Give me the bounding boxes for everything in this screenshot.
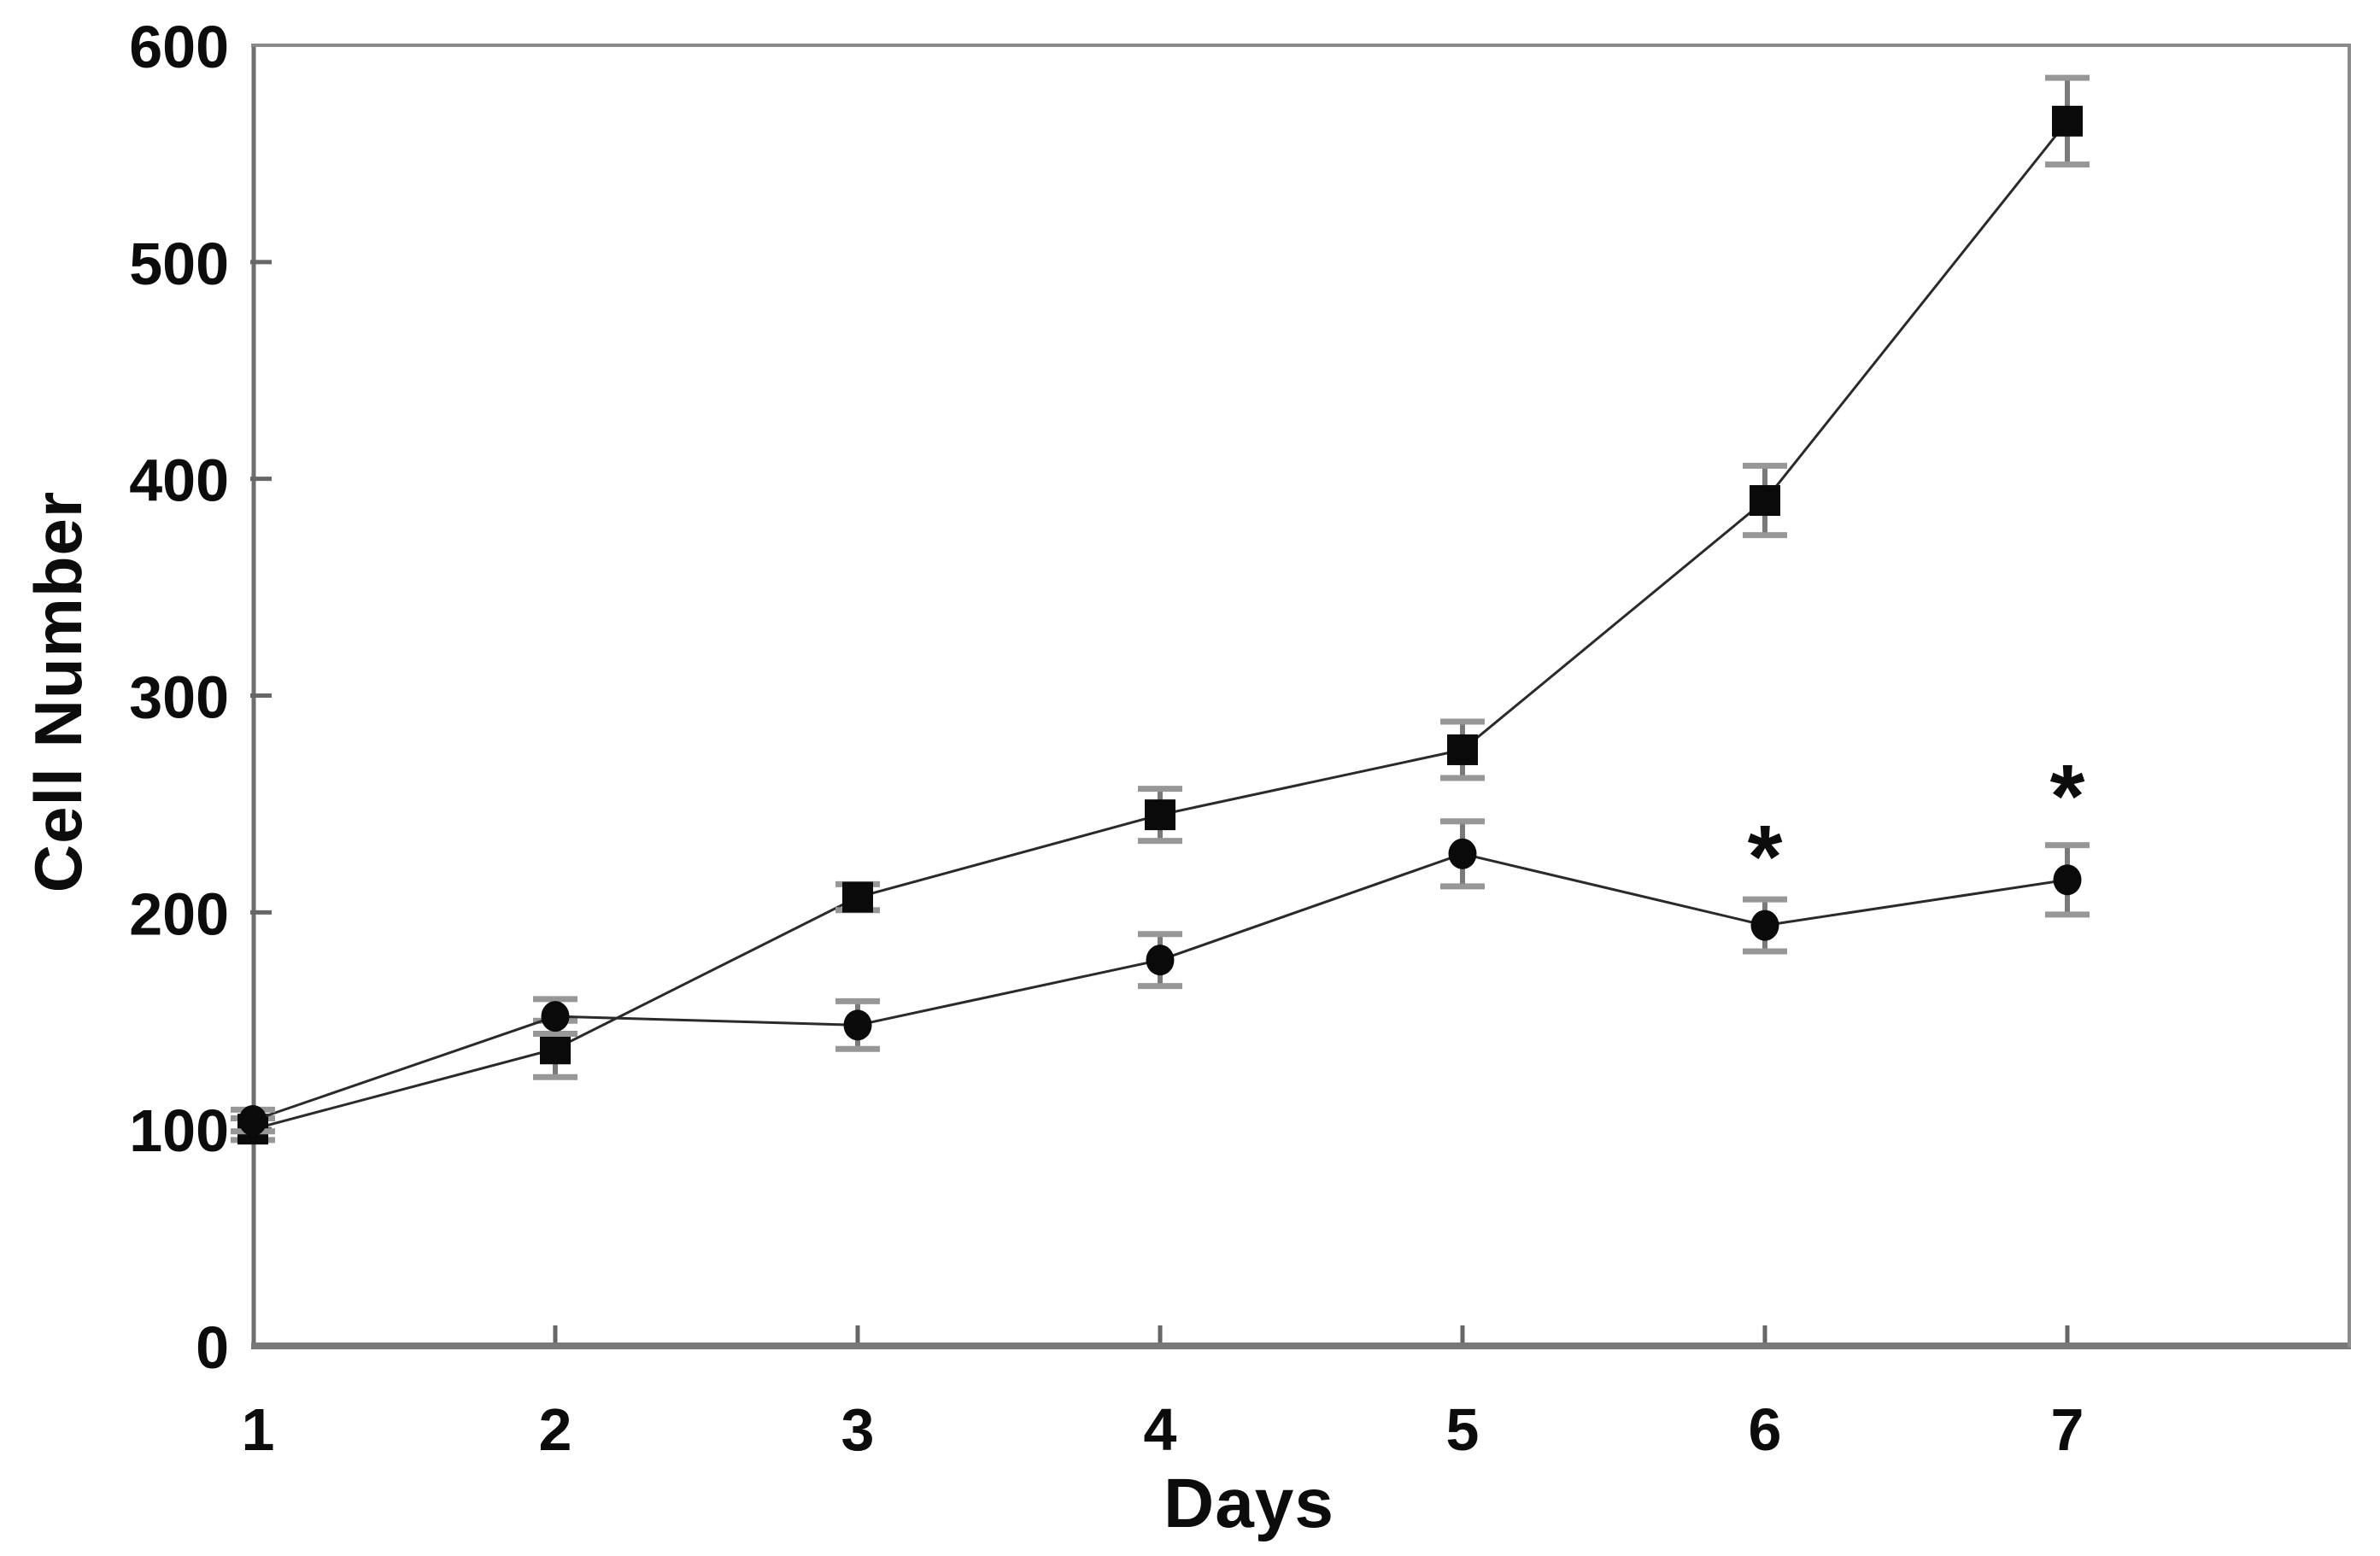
square-marker-day5 bbox=[1447, 734, 1478, 765]
square-marker-day2 bbox=[540, 1033, 571, 1065]
plot-frame bbox=[251, 44, 2351, 1349]
square-marker-day4 bbox=[1145, 799, 1175, 831]
y-tick-label-100: 100 bbox=[129, 1097, 229, 1164]
x-tick-label-3: 3 bbox=[841, 1396, 875, 1463]
x-tick-label-1: 1 bbox=[242, 1396, 275, 1463]
x-tick-label-4: 4 bbox=[1144, 1396, 1177, 1463]
x-tick-label-6: 6 bbox=[1749, 1396, 1782, 1463]
y-tick-label-0: 0 bbox=[196, 1314, 229, 1381]
x-axis-title: Days bbox=[1164, 1465, 1334, 1542]
circle-marker-day4 bbox=[1146, 945, 1175, 976]
circle-marker-day2 bbox=[541, 1001, 570, 1032]
y-tick-label-600: 600 bbox=[129, 14, 229, 80]
circle-marker-day3 bbox=[843, 1009, 872, 1041]
circle-marker-day5 bbox=[1448, 838, 1477, 869]
y-tick-label-400: 400 bbox=[129, 447, 229, 514]
circle-marker-day7 bbox=[2053, 864, 2082, 896]
square-marker-day6 bbox=[1750, 485, 1780, 517]
significance-asterisk-1: * bbox=[1748, 807, 1783, 907]
chart-content: 0 100 200 300 400 500 600 1 2 3 4 5 6 7 * * bbox=[129, 14, 2090, 1463]
x-tick-label-2: 2 bbox=[539, 1396, 572, 1463]
y-tick-label-300: 300 bbox=[129, 664, 229, 731]
y-axis-title: Cell Number bbox=[21, 491, 96, 892]
x-tick-label-5: 5 bbox=[1446, 1396, 1480, 1463]
circle-marker-day6 bbox=[1750, 910, 1779, 941]
significance-asterisk-2: * bbox=[2050, 746, 2085, 846]
square-marker-day7 bbox=[2052, 105, 2083, 137]
y-tick-label-200: 200 bbox=[129, 880, 229, 947]
x-tick-label-7: 7 bbox=[2051, 1396, 2084, 1463]
y-tick-label-500: 500 bbox=[129, 231, 229, 297]
circle-marker-day1 bbox=[238, 1105, 267, 1137]
square-marker-day3 bbox=[842, 881, 873, 913]
